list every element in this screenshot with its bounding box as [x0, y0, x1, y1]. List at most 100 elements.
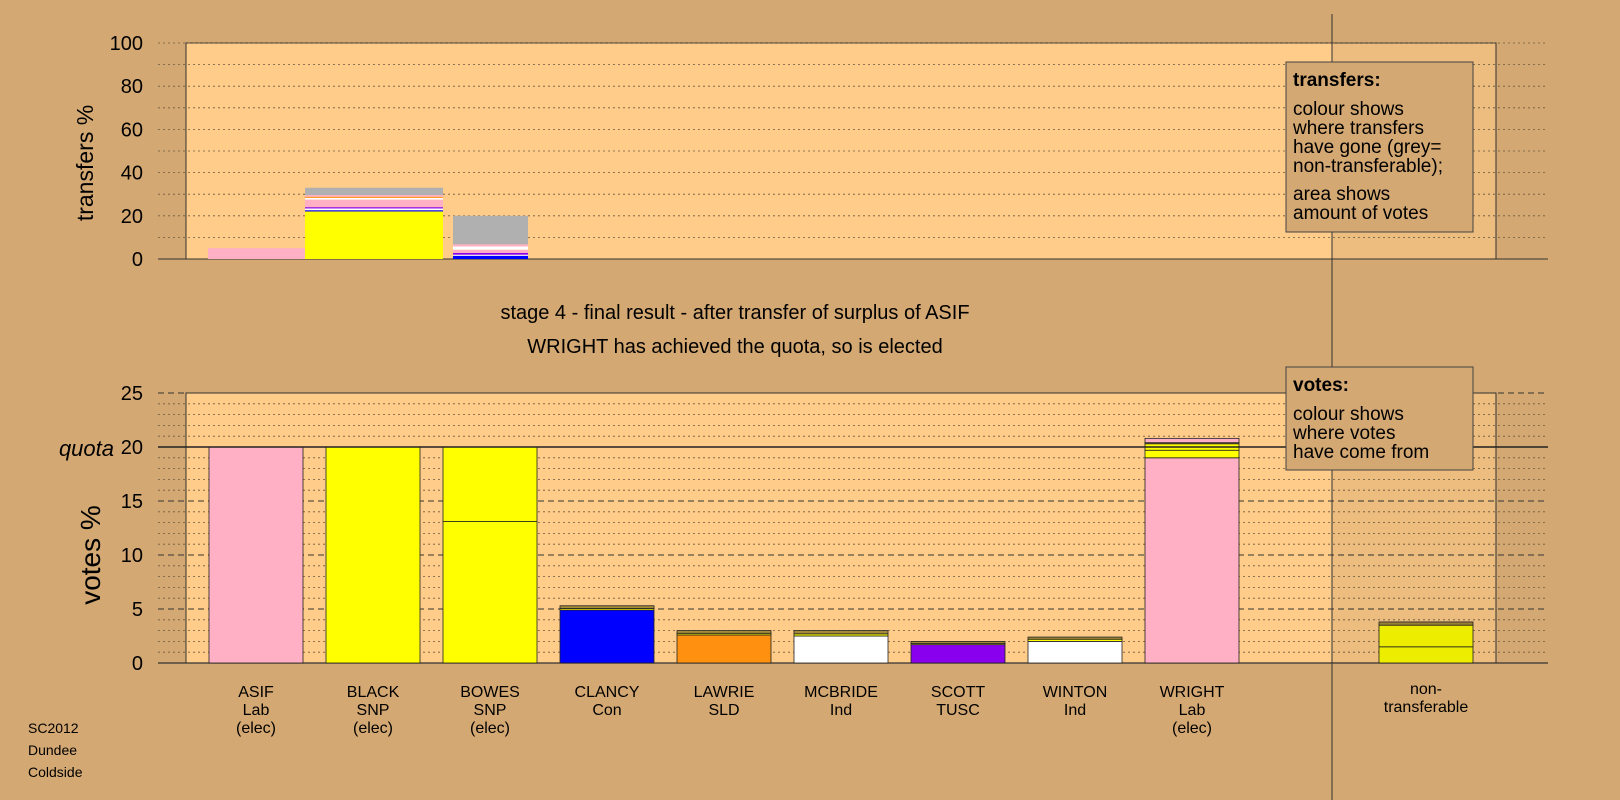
candidate-label: ASIF [238, 684, 274, 701]
y-tick-label: 0 [132, 249, 143, 271]
y-tick-label: 0 [132, 653, 143, 675]
votes-tick-labels: 0 5 10 15 20 25 [121, 383, 143, 675]
candidate-label: Ind [1064, 702, 1086, 719]
candidate-bar [559, 605, 655, 664]
y-tick-label: 20 [121, 437, 143, 459]
votes-candidate-labels: ASIFLab(elec)BLACKSNP(elec)BOWESSNP(elec… [236, 681, 1468, 737]
transfers-legend-line: where transfers [1292, 118, 1424, 139]
transfer-segment [305, 211, 443, 259]
y-tick-label: 5 [132, 599, 143, 621]
transfer-segment [305, 197, 443, 200]
transfer-segment [453, 252, 528, 255]
transfers-legend-line: non-transferable); [1293, 156, 1443, 177]
vote-segment [1144, 437, 1240, 444]
votes-legend-box [1285, 366, 1474, 471]
candidate-bar [793, 630, 889, 664]
transfer-segment [453, 244, 528, 247]
candidate-bar [1027, 636, 1123, 664]
transfer-segment [305, 210, 443, 212]
votes-legend-title: votes: [1293, 375, 1349, 396]
candidate-label: Con [592, 702, 621, 719]
transfers-legend-line: colour shows [1293, 99, 1404, 120]
vote-segment [910, 644, 1006, 664]
candidate-label: BOWES [460, 684, 520, 701]
vote-segment [1027, 641, 1123, 664]
vote-segment [676, 634, 772, 664]
transfers-gridlines [158, 42, 1548, 260]
candidate-label: (elec) [236, 720, 276, 737]
transfers-legend-title: transfers: [1293, 70, 1381, 91]
vote-segment [325, 446, 421, 664]
y-tick-label: 10 [121, 545, 143, 567]
candidate-label: SLD [708, 702, 739, 719]
stage-line-1: stage 4 - final result - after transfer … [500, 302, 969, 324]
candidate-label: Lab [1179, 702, 1206, 719]
y-tick-label: 40 [121, 163, 143, 185]
footer-line: SC2012 [28, 720, 79, 736]
footer-line: Coldside [28, 764, 83, 780]
candidate-bar [676, 630, 772, 664]
candidate-label: BLACK [347, 684, 400, 701]
transfer-segment [305, 196, 443, 198]
vote-segment [676, 630, 772, 634]
transfers-legend-line: area shows [1293, 184, 1390, 205]
y-tick-label: 15 [121, 491, 143, 513]
transfers-legend-line: amount of votes [1293, 203, 1428, 224]
non-transferable-label: non- [1410, 681, 1442, 698]
vote-segment [1144, 457, 1240, 664]
votes-y-axis-label: votes % [75, 505, 106, 605]
transfers-tick-labels: 0 20 40 60 80 100 [110, 33, 143, 271]
transfer-bar [305, 187, 443, 259]
transfer-segment [453, 215, 528, 245]
candidate-bar [325, 446, 421, 664]
candidate-label: SNP [474, 702, 507, 719]
y-tick-label: 25 [121, 383, 143, 405]
candidate-label: SCOTT [931, 684, 985, 701]
vote-segment [442, 521, 538, 664]
transfer-segment [305, 208, 443, 211]
vote-segment [1378, 621, 1474, 626]
vote-segment [793, 630, 889, 635]
candidate-bar [208, 446, 304, 664]
candidate-bar [1144, 437, 1240, 664]
transfer-segment [453, 246, 528, 250]
vote-segment [442, 446, 538, 522]
transfer-segment [305, 199, 443, 208]
vote-segment [910, 641, 1006, 644]
candidate-label: TUSC [936, 702, 980, 719]
stage-line-2: WRIGHT has achieved the quota, so is ele… [527, 336, 942, 358]
transfer-segment [453, 255, 528, 259]
vote-segment [559, 609, 655, 664]
y-tick-label: 80 [121, 76, 143, 98]
y-tick-label: 60 [121, 119, 143, 141]
votes-legend: votes: colour shows where votes have com… [1285, 366, 1474, 471]
candidate-bar [442, 446, 538, 664]
vote-segment [1144, 449, 1240, 459]
votes-legend-line: have come from [1293, 442, 1429, 463]
candidate-label: (elec) [470, 720, 510, 737]
transfer-bar [208, 248, 305, 259]
transfer-segment [305, 195, 443, 197]
transfers-panel: 0 20 40 60 80 100 transfers % [72, 33, 1548, 271]
candidate-label: LAWRIE [694, 684, 755, 701]
candidate-label: Ind [830, 702, 852, 719]
vote-segment [208, 446, 304, 664]
transfers-legend-box [1285, 61, 1474, 233]
candidate-label: SNP [357, 702, 390, 719]
transfer-segment [453, 254, 528, 256]
transfers-legend-line: have gone (grey= [1293, 137, 1441, 158]
candidate-label: Lab [243, 702, 270, 719]
y-tick-label: 20 [121, 206, 143, 228]
vote-segment [1027, 636, 1123, 640]
candidate-label: WRIGHT [1160, 684, 1225, 701]
transfer-segment [305, 187, 443, 196]
transfer-segment [208, 248, 305, 259]
y-tick-label: 100 [110, 33, 143, 55]
transfer-bar [453, 215, 528, 259]
footer-line: Dundee [28, 742, 77, 758]
votes-legend-line: where votes [1292, 423, 1395, 444]
transfer-segment [305, 207, 443, 209]
transfers-bars [208, 187, 528, 259]
